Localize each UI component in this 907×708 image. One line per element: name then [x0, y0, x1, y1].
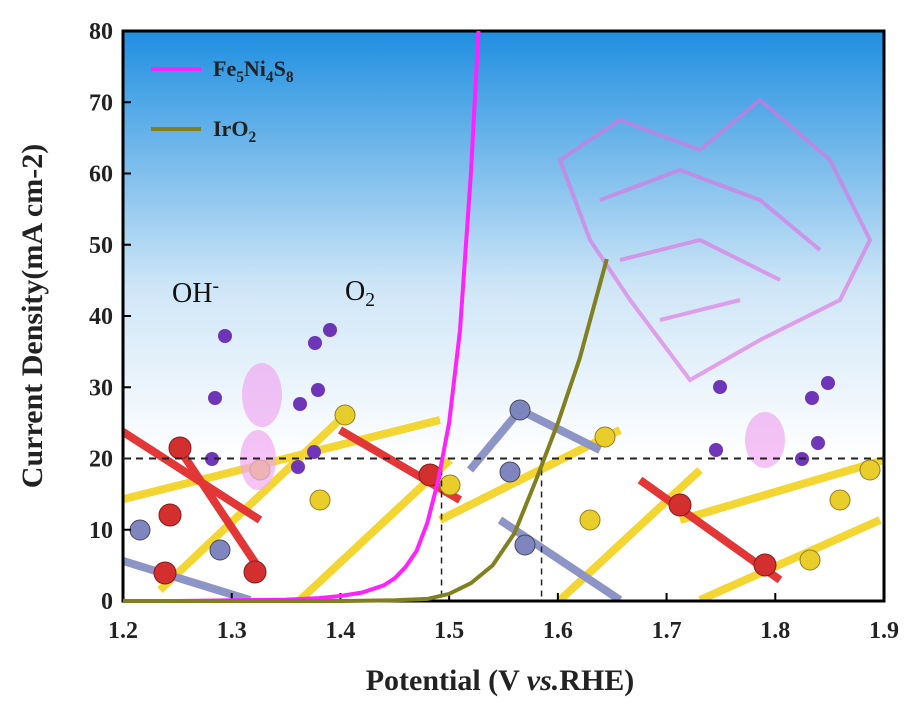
y-tick-label: 50	[89, 233, 113, 259]
y-axis-label: Current Density(mA cm-2)	[16, 144, 49, 488]
y-tick-label: 80	[89, 19, 113, 45]
x-tick-label: 1.9	[869, 618, 899, 644]
y-tick-label: 10	[89, 518, 113, 544]
y-tick-label: 60	[89, 162, 113, 188]
x-tick-label: 1.5	[434, 618, 464, 644]
y-tick-label: 70	[89, 90, 113, 116]
y-tick-label: 0	[101, 589, 113, 615]
x-tick-label: 1.4	[325, 618, 355, 644]
x-tick-label: 1.6	[543, 618, 573, 644]
annotation: OH-	[172, 276, 219, 309]
x-tick-label: 1.8	[760, 618, 790, 644]
x-axis-label: Potential (V vs.RHE)	[366, 664, 635, 697]
y-tick-label: 20	[89, 447, 113, 473]
chart: Potential (V vs.RHE) Current Density(mA …	[0, 0, 907, 708]
x-tick-label: 1.3	[217, 618, 247, 644]
y-tick-label: 40	[89, 304, 113, 330]
x-tick-label: 1.7	[652, 618, 682, 644]
y-tick-label: 30	[89, 375, 113, 401]
x-tick-label: 1.2	[108, 618, 138, 644]
